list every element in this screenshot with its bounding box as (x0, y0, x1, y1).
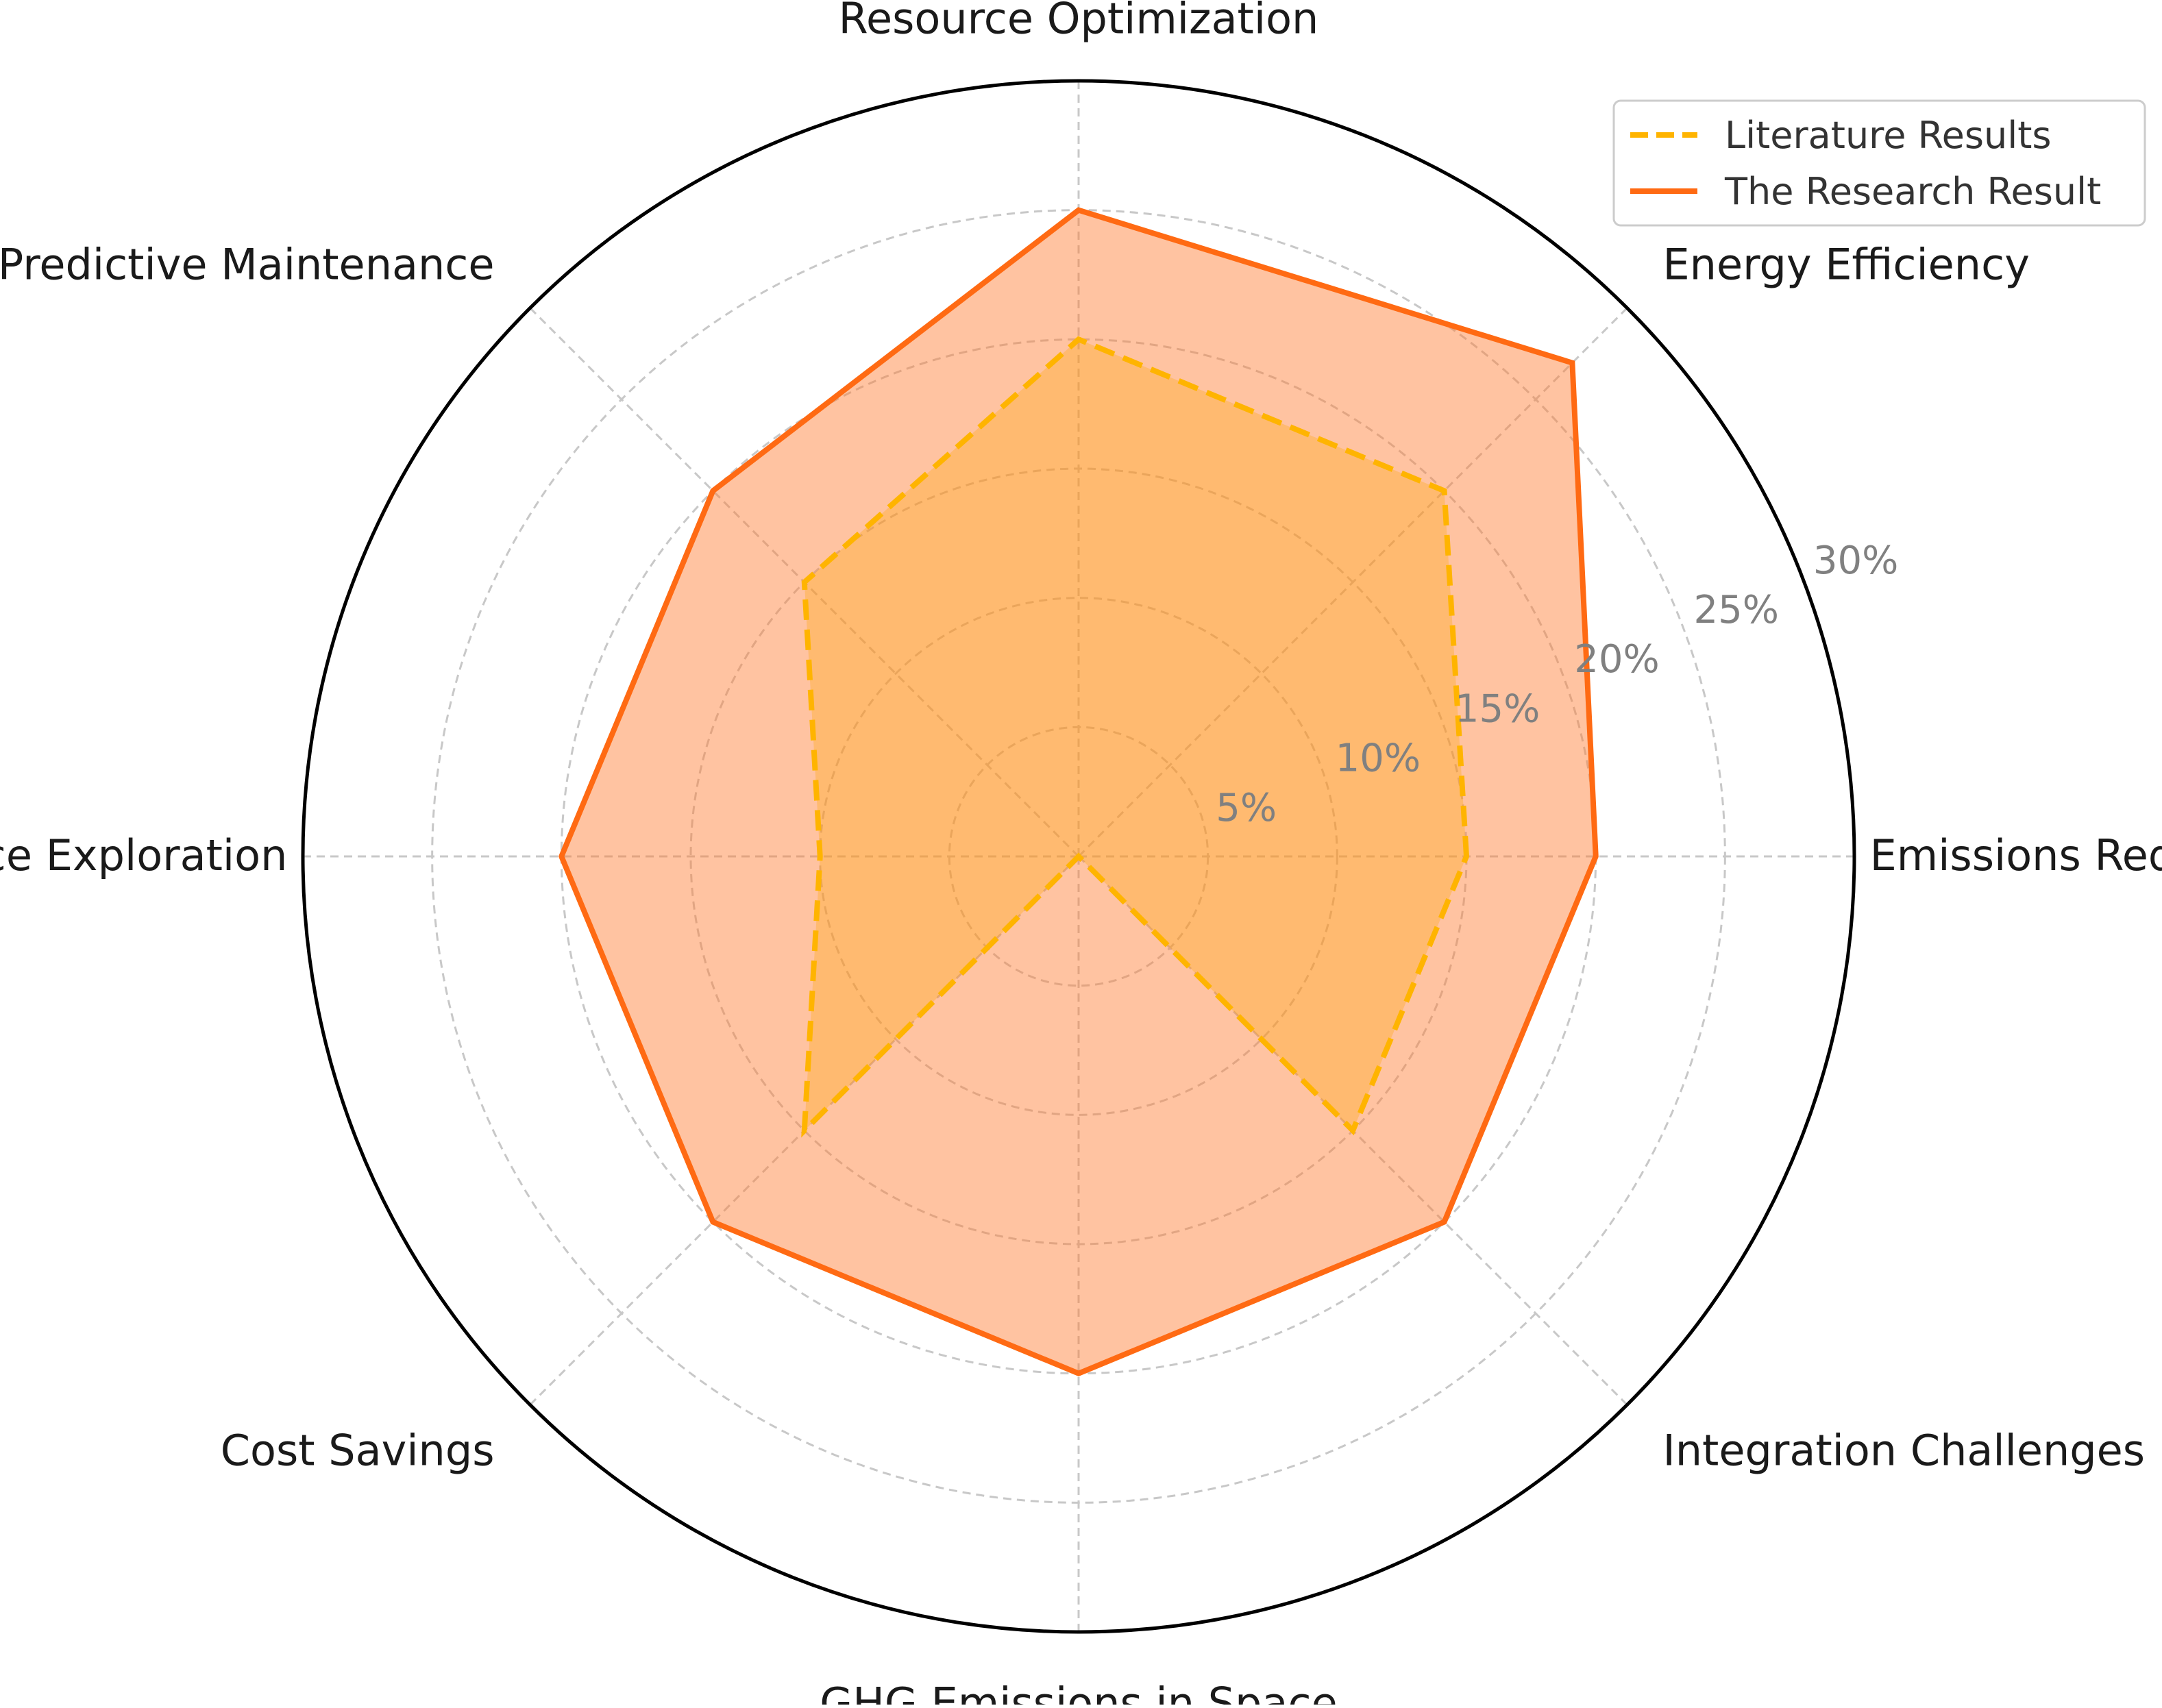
category-label: Resource Optimization (839, 0, 1319, 43)
r-tick-label: 25% (1694, 588, 1779, 632)
series-fill (561, 210, 1596, 1374)
category-label: Emissions Reduction (1870, 830, 2162, 880)
category-label: Cost Savings (221, 1425, 495, 1475)
series-line (801, 336, 1470, 1138)
r-tick-label: 20% (1574, 637, 1659, 682)
r-tick-label: 30% (1813, 539, 1898, 583)
category-label: GHG Emissions in Space (820, 1679, 1337, 1705)
category-label: AI in Space Exploration (0, 830, 287, 880)
series-line (558, 207, 1599, 1377)
legend: Literature Results The Research Result (1612, 99, 2146, 227)
category-label: Predictive Maintenance (0, 240, 495, 290)
grid-spoke (1077, 307, 1628, 858)
series-fill (804, 339, 1466, 1131)
r-tick-label: 10% (1336, 737, 1421, 781)
legend-box (1612, 99, 2146, 227)
r-tick-label: 15% (1455, 686, 1540, 731)
r-tick-label: 5% (1216, 786, 1277, 830)
frame-layer (301, 79, 1856, 1634)
category-label: Integration Challenges (1662, 1425, 2145, 1475)
legend-label: The Research Result (1724, 170, 2101, 213)
series-layer (558, 207, 1599, 1377)
category-label: Energy Efficiency (1662, 240, 2029, 290)
polar-frame (301, 79, 1856, 1634)
legend-label: Literature Results (1725, 114, 2052, 157)
